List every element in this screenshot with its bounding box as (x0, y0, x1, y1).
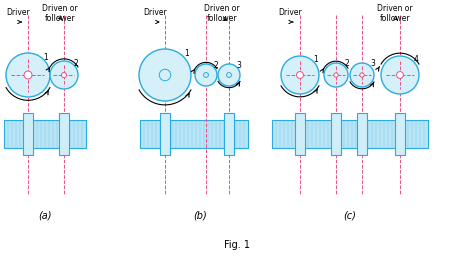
Text: 3: 3 (371, 60, 375, 69)
Bar (331, 113, 341, 155)
Circle shape (50, 61, 78, 89)
Circle shape (397, 72, 403, 78)
Circle shape (381, 56, 419, 94)
Text: 1: 1 (185, 48, 190, 57)
Text: 1: 1 (44, 52, 48, 61)
Text: 2: 2 (73, 59, 78, 68)
Text: 1: 1 (314, 55, 319, 64)
Circle shape (324, 63, 348, 87)
Circle shape (227, 73, 231, 77)
Bar (224, 113, 234, 155)
Bar (59, 113, 69, 155)
Circle shape (297, 72, 303, 78)
Bar (357, 113, 367, 155)
Circle shape (218, 64, 240, 86)
Text: Driven or
follower: Driven or follower (204, 4, 240, 23)
Text: 4: 4 (413, 55, 419, 64)
Text: Driver: Driver (143, 8, 167, 17)
Text: Fig. 1: Fig. 1 (224, 240, 250, 250)
Circle shape (350, 63, 374, 87)
Circle shape (6, 53, 50, 97)
Circle shape (203, 73, 209, 77)
Bar (160, 113, 170, 155)
Bar (395, 113, 405, 155)
Text: Driven or
follower: Driven or follower (377, 4, 413, 23)
Bar (140, 120, 248, 148)
Circle shape (24, 71, 32, 79)
Bar (23, 113, 33, 155)
Circle shape (62, 72, 66, 77)
Circle shape (360, 73, 364, 77)
Text: (c): (c) (344, 210, 356, 220)
Text: (a): (a) (38, 210, 52, 220)
Bar (4, 120, 86, 148)
Circle shape (195, 64, 217, 86)
Text: (b): (b) (193, 210, 207, 220)
Text: Driven or
follower: Driven or follower (42, 4, 78, 23)
Text: Driver: Driver (6, 8, 30, 17)
Circle shape (139, 49, 191, 101)
Text: 2: 2 (345, 60, 349, 69)
Circle shape (159, 69, 171, 81)
Circle shape (281, 56, 319, 94)
Text: Driver: Driver (278, 8, 302, 17)
Bar (295, 113, 305, 155)
Text: 2: 2 (214, 60, 219, 69)
Text: 3: 3 (237, 60, 241, 69)
Circle shape (334, 73, 338, 77)
Bar (272, 120, 428, 148)
